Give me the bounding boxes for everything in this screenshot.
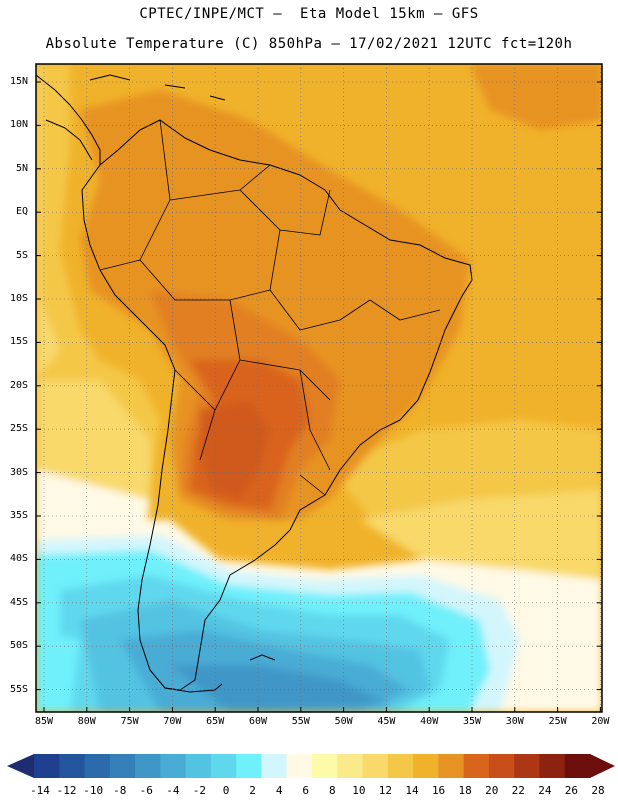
lon-label: 80W (77, 716, 96, 727)
colorbar-swatch (337, 754, 364, 778)
title-line-2: Absolute Temperature (C) 850hPa – 17/02/… (45, 36, 573, 52)
colorbar-swatch (135, 754, 161, 778)
lon-label: 85W (34, 716, 54, 727)
coastlines (36, 74, 473, 693)
lon-label: 60W (248, 716, 268, 727)
colorbar-swatch (387, 754, 414, 778)
lat-label: 35S (9, 510, 28, 521)
lon-label: 50W (334, 716, 353, 727)
lon-label: 55W (291, 716, 310, 727)
colorbar-swatch (514, 754, 540, 778)
colorbar-label: -4 (166, 784, 180, 797)
colorbar-label: 20 (485, 784, 499, 797)
lat-label: EQ (15, 206, 28, 218)
colorbar-label: 4 (275, 784, 283, 797)
lat-label: 5N (15, 162, 28, 174)
lat-label: 10N (9, 119, 28, 131)
lat-label: 30S (9, 466, 28, 478)
colorbar-swatch (413, 754, 439, 778)
colorbar-label: 14 (405, 784, 419, 797)
lat-label: 55S (9, 683, 28, 695)
colorbar-label: -10 (83, 784, 104, 797)
colorbar-label: 6 (302, 784, 310, 797)
central-america-coast (36, 74, 101, 165)
colorbar-swatch (160, 754, 187, 778)
colorbar-label: 10 (352, 784, 366, 797)
colorbar-over-arrow (590, 754, 615, 778)
tierra-del-fuego (164, 683, 223, 693)
colorbar-under-arrow (7, 754, 34, 778)
colorbar (7, 754, 615, 778)
lon-label: 20W (591, 716, 610, 727)
colorbar-label: 12 (378, 784, 393, 797)
title-line-1: CPTEC/INPE/MCT – Eta Model 15km – GFS (139, 6, 479, 22)
south-america-coast (81, 119, 473, 691)
colorbar-label: 18 (458, 784, 472, 797)
colorbar-swatch (185, 754, 212, 778)
lon-label: 30W (505, 716, 524, 727)
falkland-islands (249, 654, 276, 661)
lat-label: 15S (9, 336, 28, 348)
colorbar-swatch (261, 754, 288, 778)
colorbar-label: 2 (249, 784, 256, 797)
colorbar-swatch (312, 754, 338, 778)
colorbar-swatch (438, 754, 465, 778)
colorbar-label: -8 (113, 784, 127, 797)
colorbar-label: 8 (328, 784, 336, 797)
colorbar-swatch (286, 754, 313, 778)
lon-label: 35W (462, 716, 482, 727)
lon-label: 65W (206, 716, 225, 727)
colorbar-label: -12 (56, 784, 77, 797)
colorbar-label: 28 (591, 784, 605, 797)
colorbar-swatch (236, 754, 262, 778)
lon-label: 75W (120, 716, 139, 727)
colorbar-swatch (463, 754, 490, 778)
colorbar-label: -6 (139, 784, 153, 797)
temperature-field (36, 64, 602, 712)
lon-label: 45W (377, 716, 396, 727)
lat-label: 45S (9, 596, 28, 608)
colorbar-swatch (59, 754, 86, 778)
colorbar-swatch (210, 754, 237, 778)
colorbar-label: 0 (222, 784, 230, 797)
lon-label: 70W (163, 716, 182, 727)
colorbar-swatch (109, 754, 136, 778)
lon-label: 25W (548, 716, 567, 727)
colorbar-swatch (488, 754, 515, 778)
colorbar-label: 16 (431, 784, 446, 797)
colorbar-swatch (34, 754, 60, 778)
lon-label: 40W (420, 716, 439, 727)
lat-label: 10S (9, 293, 28, 304)
caribbean-islands (89, 74, 226, 101)
axis-ticks (36, 81, 602, 712)
lat-label: 5S (15, 249, 28, 261)
lat-label: 15N (9, 76, 28, 87)
lat-label: 20S (9, 379, 28, 391)
country-borders (99, 119, 441, 496)
lat-label: 25S (9, 423, 28, 435)
lat-label: 50S (9, 640, 28, 652)
lat-label: 40S (9, 553, 28, 565)
colorbar-swatch (539, 754, 566, 778)
colorbar-swatch (84, 754, 111, 778)
graticule (36, 64, 602, 712)
colorbar-swatch (362, 754, 389, 778)
colorbar-label: 22 (511, 784, 525, 797)
colorbar-label: -14 (30, 784, 50, 797)
colorbar-label: 26 (564, 784, 579, 797)
colorbar-swatch (564, 754, 591, 778)
colorbar-label: 24 (538, 784, 552, 797)
colorbar-label: -2 (192, 784, 207, 797)
map-frame (35, 63, 603, 713)
